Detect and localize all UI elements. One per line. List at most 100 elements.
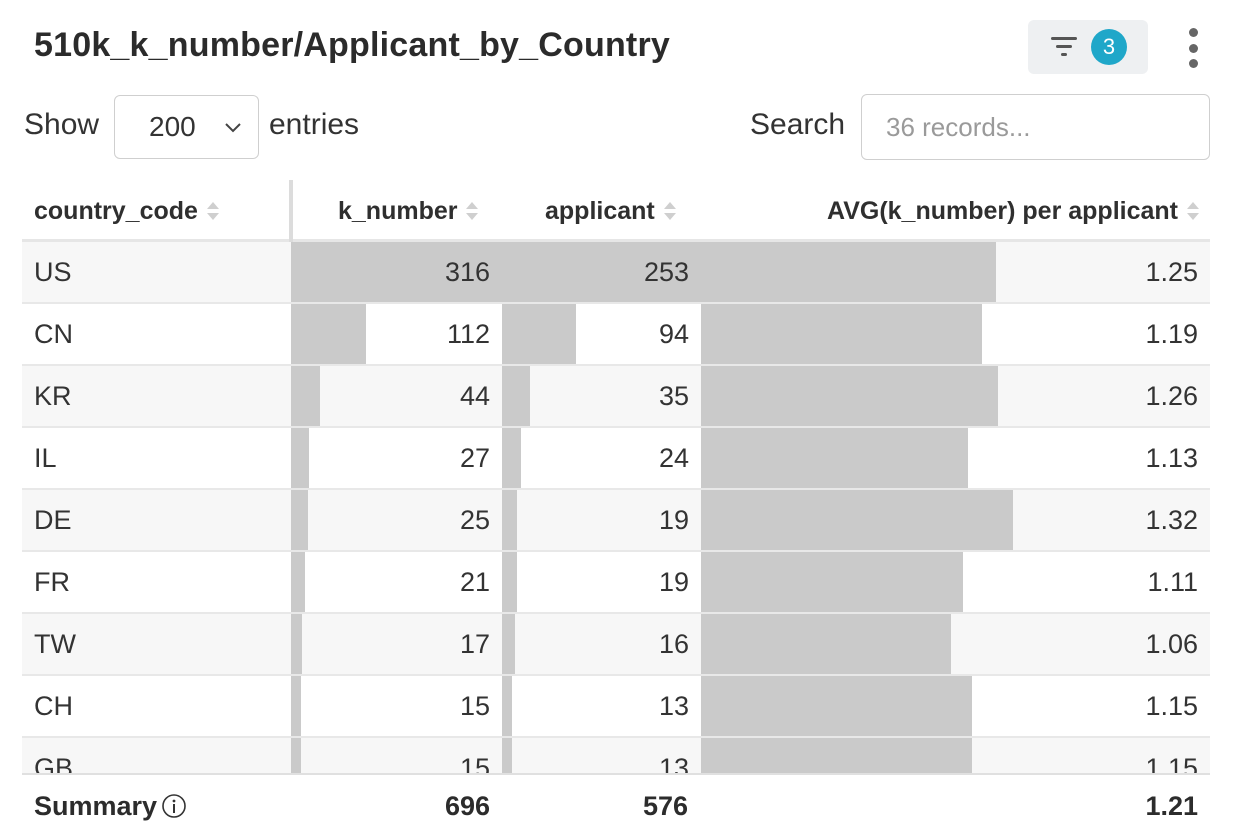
column-header-applicant[interactable]: applicant (545, 180, 677, 242)
sort-icon (466, 202, 479, 220)
k-number-bar (291, 304, 366, 364)
k-number-bar (291, 242, 502, 302)
avg-bar (701, 428, 968, 488)
country-code-cell: US (34, 256, 72, 287)
k-number-bar (291, 428, 309, 488)
page-title: 510k_k_number/Applicant_by_Country (34, 26, 670, 64)
table-header: country_code k_number applicant AVG(k_nu… (22, 180, 1210, 242)
applicant-bar (502, 428, 521, 488)
sort-icon (663, 202, 676, 220)
entries-value: 200 (149, 111, 196, 142)
k-number-cell: 15 (459, 690, 490, 721)
summary-avg: 1.21 (1145, 790, 1198, 821)
country-code-cell: GB (34, 752, 74, 774)
avg-cell: 1.26 (1145, 380, 1198, 411)
avg-bar (701, 490, 1013, 550)
table-row: DE 25 19 1.32 (22, 490, 1210, 552)
applicant-bar (502, 552, 517, 612)
avg-cell: 1.25 (1145, 256, 1198, 287)
applicant-cell: 13 (658, 690, 689, 721)
applicant-cell: 13 (658, 752, 689, 774)
k-number-bar (291, 614, 302, 674)
column-header-country-code[interactable]: country_code (34, 180, 220, 242)
applicant-cell: 16 (658, 628, 689, 659)
avg-cell: 1.15 (1145, 690, 1198, 721)
applicant-bar (502, 304, 576, 364)
filter-icon (1051, 37, 1077, 56)
avg-cell: 1.06 (1145, 628, 1198, 659)
applicant-cell: 19 (658, 566, 689, 597)
avg-cell: 1.11 (1147, 566, 1198, 597)
k-number-bar (291, 738, 301, 773)
summary-row: Summary 696 576 1.21 (22, 773, 1210, 837)
column-header-avg[interactable]: AVG(k_number) per applicant (827, 180, 1200, 242)
table-row: FR 21 19 1.11 (22, 552, 1210, 614)
applicant-cell: 24 (658, 442, 689, 473)
k-number-cell: 27 (459, 442, 490, 473)
info-icon[interactable] (161, 793, 187, 819)
table-row: IL 27 24 1.13 (22, 428, 1210, 490)
avg-bar (701, 676, 972, 736)
country-code-cell: FR (34, 566, 70, 597)
avg-bar (701, 304, 982, 364)
country-code-cell: DE (34, 504, 72, 535)
table-row: CN 112 94 1.19 (22, 304, 1210, 366)
k-number-bar (291, 366, 320, 426)
avg-bar (701, 242, 996, 302)
avg-bar (701, 552, 963, 612)
k-number-cell: 17 (459, 628, 490, 659)
avg-cell: 1.19 (1145, 318, 1198, 349)
avg-bar (701, 614, 951, 674)
sort-icon (206, 202, 219, 220)
summary-label: Summary (34, 775, 187, 837)
table-row: TW 17 16 1.06 (22, 614, 1210, 676)
k-number-cell: 21 (459, 566, 490, 597)
show-label: Show (24, 108, 100, 141)
k-number-bar (291, 490, 308, 550)
k-number-cell: 112 (446, 318, 490, 349)
applicant-bar (502, 242, 701, 302)
country-code-cell: KR (34, 380, 72, 411)
applicant-cell: 19 (658, 504, 689, 535)
search-input[interactable] (861, 94, 1210, 160)
filter-button[interactable]: 3 (1028, 20, 1148, 74)
entries-select[interactable]: 200 (114, 95, 259, 159)
k-number-bar (291, 676, 301, 736)
applicant-bar (502, 738, 512, 773)
table-row: KR 44 35 1.26 (22, 366, 1210, 428)
entries-label: entries (269, 108, 360, 141)
more-options-icon[interactable] (1180, 28, 1206, 68)
summary-k-number: 696 (444, 790, 490, 821)
avg-cell: 1.32 (1145, 504, 1198, 535)
column-resize-handle[interactable] (289, 180, 293, 242)
avg-bar (701, 366, 998, 426)
search-label: Search (750, 108, 846, 141)
applicant-cell: 94 (658, 318, 689, 349)
applicant-cell: 253 (643, 256, 689, 287)
country-code-cell: CN (34, 318, 73, 349)
sort-icon (1187, 202, 1199, 220)
k-number-cell: 316 (444, 256, 490, 287)
applicant-bar (502, 676, 512, 736)
country-code-cell: TW (34, 628, 76, 659)
summary-applicant: 576 (642, 790, 688, 821)
applicant-bar (502, 366, 530, 426)
k-number-bar (291, 552, 305, 612)
country-code-cell: IL (34, 442, 57, 473)
table-row: GB 15 13 1.15 (22, 738, 1210, 773)
applicant-bar (502, 490, 517, 550)
k-number-cell: 25 (459, 504, 490, 535)
avg-cell: 1.15 (1145, 752, 1198, 774)
column-header-k-number[interactable]: k_number (338, 180, 479, 242)
applicant-bar (502, 614, 515, 674)
avg-cell: 1.13 (1145, 442, 1198, 473)
table-row: US 316 253 1.25 (22, 242, 1210, 304)
country-code-cell: CH (34, 690, 73, 721)
applicant-cell: 35 (658, 380, 689, 411)
data-table: country_code k_number applicant AVG(k_nu… (22, 180, 1210, 773)
k-number-cell: 15 (459, 752, 490, 774)
k-number-cell: 44 (459, 380, 490, 411)
avg-bar (701, 738, 972, 773)
filter-count-badge: 3 (1091, 29, 1127, 65)
chevron-down-icon (225, 123, 241, 133)
